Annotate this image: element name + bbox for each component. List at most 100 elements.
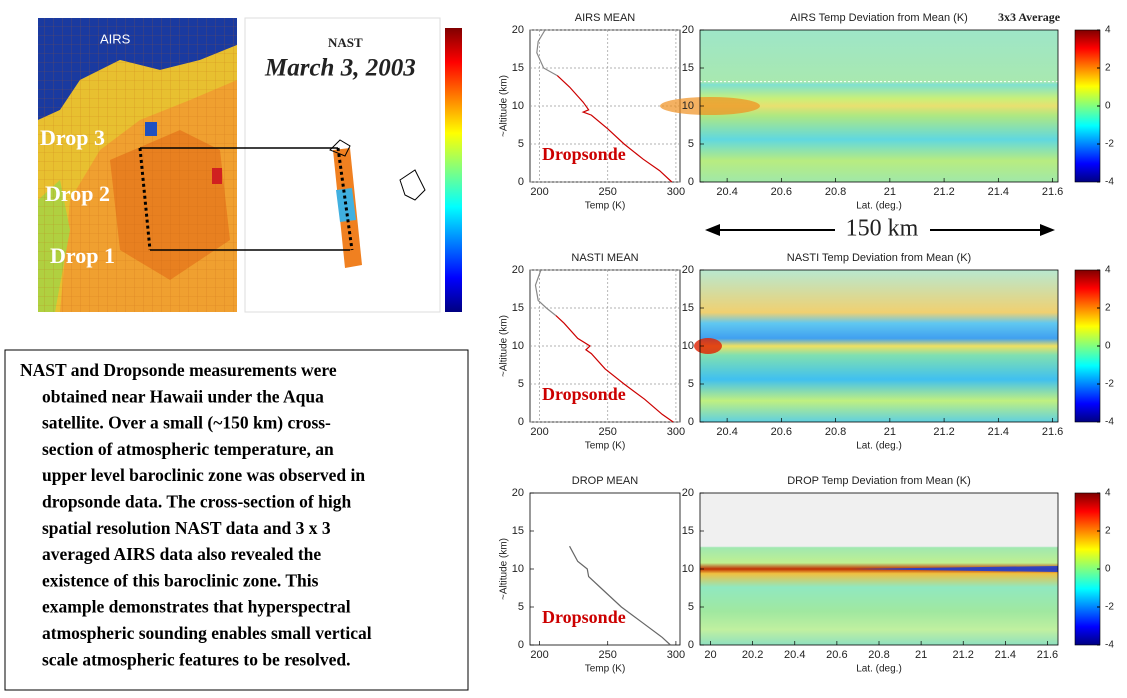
colorbar-tick-label: 0: [1105, 564, 1111, 575]
annotation: Dropsonde: [542, 144, 626, 164]
box-line: section of atmospheric temperature, an: [42, 439, 334, 459]
box-line: satellite. Over a small (~150 km) cross-: [42, 413, 331, 433]
x-tick-label: 21.6: [1042, 186, 1063, 198]
annotation: Dropsonde: [542, 607, 626, 627]
y-tick-label: 5: [688, 378, 694, 390]
x-tick-label: 21.2: [933, 426, 954, 438]
x-tick-label: 21.2: [953, 649, 974, 661]
box-line: NAST and Dropsonde measurements were: [20, 360, 337, 380]
drop-label: Drop 1: [50, 243, 115, 268]
cold-anomaly: [850, 565, 1058, 573]
x-tick-label: 20.4: [784, 649, 805, 661]
x-axis-label: Lat. (deg.): [856, 664, 902, 675]
drop-label: Drop 3: [40, 125, 105, 150]
colorbar-tick-label: -4: [1105, 417, 1114, 428]
x-tick-label: 21.6: [1042, 426, 1063, 438]
colorbar: [1074, 269, 1101, 423]
y-tick-label: 10: [682, 340, 694, 352]
box-line: spatial resolution NAST data and 3 x 3: [42, 518, 331, 538]
y-tick-label: 0: [518, 176, 524, 188]
y-tick-label: 10: [512, 563, 524, 575]
x-tick-label: 21.6: [1037, 649, 1058, 661]
x-tick-label: 21: [884, 426, 896, 438]
box-line: existence of this baroclinic zone. This: [42, 570, 319, 590]
y-tick-label: 5: [518, 138, 524, 150]
colorbar-tick-label: -4: [1105, 640, 1114, 651]
panel-title: AIRS MEAN: [575, 12, 636, 24]
colorbar-tick-label: 4: [1105, 25, 1111, 36]
x-tick-label: 300: [667, 649, 685, 661]
x-tick-label: 20.6: [771, 186, 792, 198]
y-axis-label: ~Altitude (km): [499, 75, 510, 137]
x-axis-label: Lat. (deg.): [856, 441, 902, 452]
panel-title: NASTI MEAN: [571, 252, 638, 264]
x-tick-label: 250: [599, 426, 617, 438]
x-tick-label: 21: [915, 649, 927, 661]
x-tick-label: 200: [530, 426, 548, 438]
x-tick-label: 200: [530, 649, 548, 661]
profile-line: [534, 269, 557, 317]
y-axis-label: ~Altitude (km): [499, 315, 510, 377]
profile-line: [555, 315, 674, 423]
warm-anomaly: [694, 338, 722, 354]
box-line: example demonstrates that hyperspectral: [42, 597, 351, 617]
y-tick-label: 20: [512, 24, 524, 36]
annotation: Dropsonde: [542, 384, 626, 404]
y-tick-label: 20: [682, 24, 694, 36]
nast-swath-cool: [336, 188, 356, 222]
y-tick-label: 10: [512, 100, 524, 112]
x-tick-label: 21.2: [933, 186, 954, 198]
nast-label: NAST: [328, 35, 363, 50]
profile-line: [569, 545, 671, 646]
colorbar-tick-label: 2: [1105, 526, 1111, 537]
y-tick-label: 20: [512, 264, 524, 276]
box-frame: [4, 349, 469, 691]
panel-title: AIRS Temp Deviation from Mean (K): [790, 12, 968, 24]
profile-line: [556, 75, 673, 183]
x-tick-label: 20.8: [868, 649, 889, 661]
y-tick-label: 0: [518, 416, 524, 428]
box-line: scale atmospheric features to be resolve…: [42, 649, 350, 669]
box-line: upper level baroclinic zone was observed…: [42, 465, 365, 485]
map-grid: [38, 18, 237, 312]
colorbar-tick-label: 4: [1105, 488, 1111, 499]
y-tick-label: 5: [688, 138, 694, 150]
colorbar-tick-label: -4: [1105, 177, 1114, 188]
x-tick-label: 20.6: [826, 649, 847, 661]
x-tick-label: 20.6: [771, 426, 792, 438]
x-tick-label: 250: [599, 186, 617, 198]
drop-label: Drop 2: [45, 181, 110, 206]
x-tick-label: 21: [884, 186, 896, 198]
colorbar: [1074, 492, 1101, 646]
y-tick-label: 15: [682, 302, 694, 314]
arrow-head: [705, 224, 720, 236]
y-tick-label: 15: [512, 62, 524, 74]
y-tick-label: 0: [688, 416, 694, 428]
map-pixel: [212, 168, 222, 184]
y-tick-label: 20: [682, 264, 694, 276]
drop-connectors: [138, 147, 354, 251]
airs-map: [38, 18, 237, 312]
y-tick-label: 10: [682, 563, 694, 575]
distance-label: 150 km: [846, 216, 919, 242]
warm-anomaly: [660, 97, 760, 115]
x-tick-label: 21.4: [995, 649, 1016, 661]
x-axis-label: Temp (K): [585, 201, 626, 212]
y-tick-label: 0: [688, 639, 694, 651]
map-colorbar: [445, 28, 462, 312]
x-tick-label: 20.8: [825, 426, 846, 438]
x-tick-label: 20.2: [742, 649, 763, 661]
y-tick-label: 15: [682, 525, 694, 537]
x-tick-label: 300: [667, 426, 685, 438]
box-line: obtained near Hawaii under the Aqua: [42, 386, 324, 406]
description-box: NAST and Dropsonde measurements were obta…: [4, 349, 469, 691]
box-line: averaged AIRS data also revealed the: [42, 544, 321, 564]
x-tick-label: 21.4: [988, 426, 1009, 438]
panel-title: DROP Temp Deviation from Mean (K): [787, 475, 971, 487]
colorbar-tick-label: 2: [1105, 303, 1111, 314]
x-axis-label: Temp (K): [585, 441, 626, 452]
colorbar-tick-label: 0: [1105, 341, 1111, 352]
y-tick-label: 5: [688, 601, 694, 613]
